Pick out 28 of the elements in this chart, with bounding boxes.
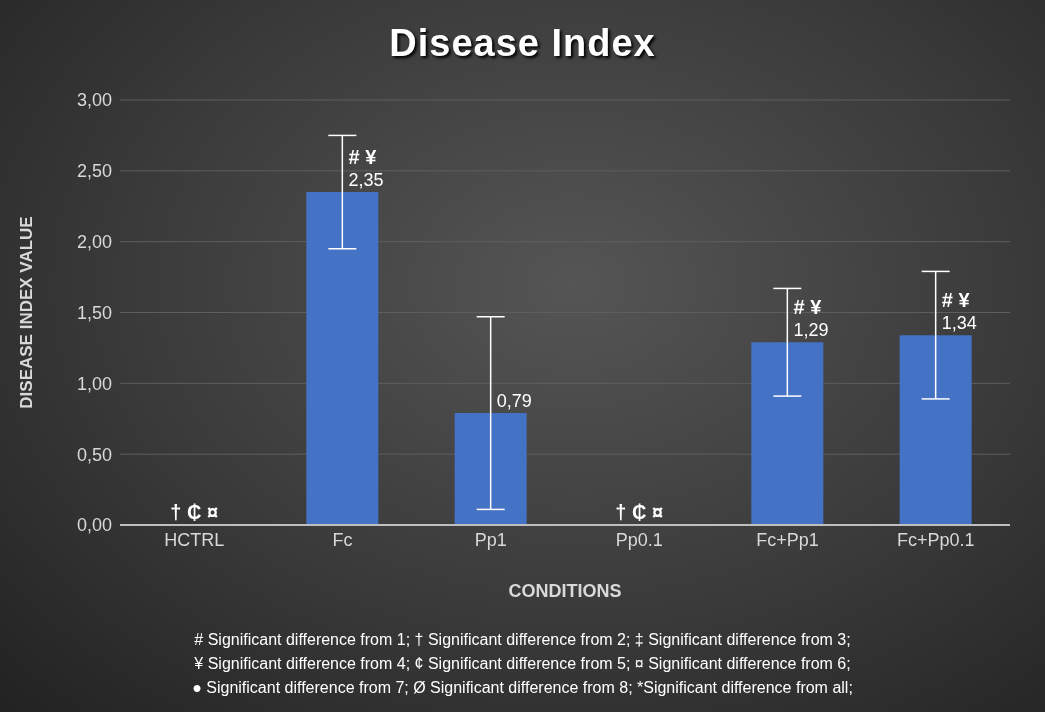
- y-tick-label: 1,50: [76, 302, 112, 323]
- x-tick-label: HCTRL: [164, 529, 225, 550]
- x-tick-label: Fc+Pp0.1: [897, 529, 975, 550]
- y-tick-label: 0,00: [76, 515, 112, 536]
- y-axis-title: DISEASE INDEX VALUE: [17, 216, 37, 409]
- text: ● Significant difference from 7; Ø Significant difference from 8; *Significant difference from all;: [191, 678, 854, 698]
- text: ¥ Significant difference from 4; ¢ Significant difference from 5; ¤ Significant difference from 6;: [193, 654, 852, 674]
- data-label: 1,29: [793, 320, 829, 341]
- annotation: † ₵ ¤: [615, 501, 664, 523]
- x-axis-title: CONDITIONS: [508, 581, 622, 601]
- x-tick-label: Fc+Pp1: [756, 529, 819, 550]
- y-tick-label: 2,00: [76, 232, 112, 253]
- y-tick-label: 1,00: [76, 373, 112, 394]
- chart-title: Disease Index: [388, 22, 657, 65]
- data-label: 0,79: [496, 391, 532, 412]
- data-label: 2,35: [348, 170, 384, 191]
- text: # Significant difference from 1; † Significant difference from 2; ‡ Significant difference from 3;: [193, 630, 852, 650]
- x-tick-label: Pp0.1: [615, 529, 663, 550]
- y-tick-label: 3,00: [76, 90, 112, 111]
- annotation: † ₵ ¤: [170, 501, 219, 523]
- y-tick-label: 2,50: [76, 161, 112, 182]
- annotation: # ¥: [941, 289, 971, 312]
- data-label: 1,34: [941, 313, 977, 334]
- y-tick-label: 0,50: [76, 444, 112, 465]
- annotation: # ¥: [348, 146, 378, 169]
- x-tick-label: Fc: [332, 529, 353, 550]
- annotation: # ¥: [793, 296, 823, 319]
- x-tick-label: Pp1: [474, 529, 507, 550]
